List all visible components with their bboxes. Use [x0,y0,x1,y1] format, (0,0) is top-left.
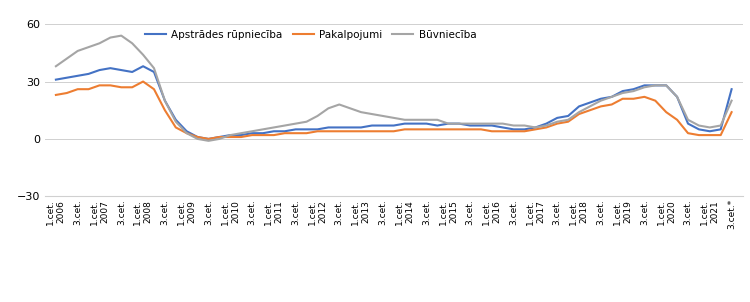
Būvniecība [52,64,61,68]
Būvniecība [259,127,268,131]
Apstrādes rūpniecība [52,78,61,82]
Pakalpojumi [204,137,213,141]
Pakalpojumi [727,110,736,114]
Būvniecība [204,139,213,143]
Line: Pakalpojumi: Pakalpojumi [56,82,731,139]
Pakalpojumi [411,127,420,131]
Apstrādes rūpniecība [280,130,290,133]
Pakalpojumi [389,130,398,133]
Būvniecība [389,116,398,120]
Pakalpojumi [139,80,148,83]
Apstrādes rūpniecība [716,127,725,131]
Pakalpojumi [716,133,725,137]
Būvniecība [542,124,550,127]
Legend: Apstrādes rūpniecība, Pakalpojumi, Būvniecība: Apstrādes rūpniecība, Pakalpojumi, Būvni… [141,26,480,44]
Line: Būvniecība: Būvniecība [56,36,731,141]
Būvniecība [117,34,126,37]
Būvniecība [716,124,725,127]
Apstrādes rūpniecība [542,122,550,125]
Būvniecība [411,118,420,122]
Apstrādes rūpniecība [259,131,268,135]
Apstrādes rūpniecība [727,87,736,91]
Būvniecība [727,99,736,102]
Pakalpojumi [52,93,61,97]
Būvniecība [280,124,290,127]
Apstrādes rūpniecība [411,122,420,125]
Line: Apstrādes rūpniecība: Apstrādes rūpniecība [56,66,731,139]
Pakalpojumi [259,133,268,137]
Pakalpojumi [542,126,550,129]
Apstrādes rūpniecība [204,137,213,141]
Apstrādes rūpniecība [389,124,398,127]
Apstrādes rūpniecība [139,64,148,68]
Pakalpojumi [280,131,290,135]
